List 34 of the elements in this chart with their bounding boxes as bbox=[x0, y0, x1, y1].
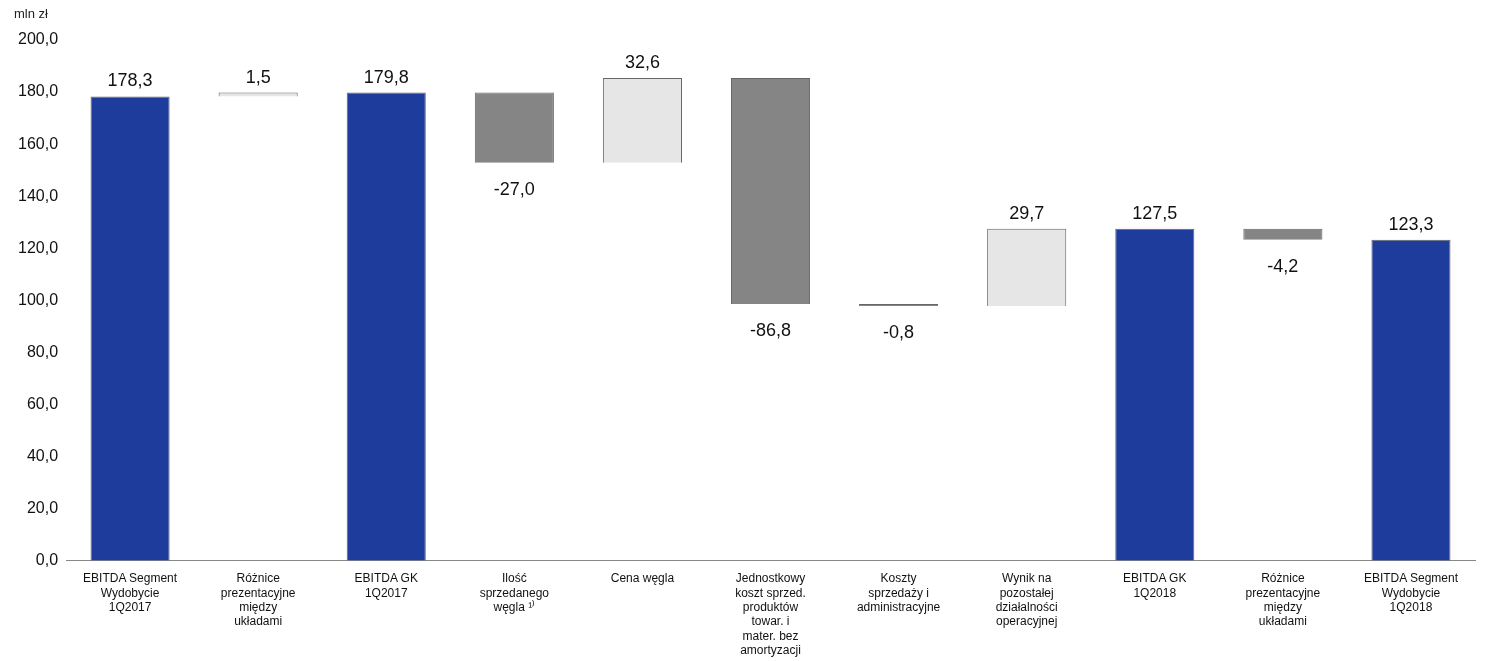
y-axis-title: mln zł bbox=[14, 6, 48, 21]
data-label: 29,7 bbox=[1009, 202, 1045, 223]
x-tick-label: Różnice prezentacyjne między układami bbox=[1245, 571, 1321, 629]
y-tick-label: 180,0 bbox=[17, 82, 59, 100]
y-tick-label: 80,0 bbox=[26, 342, 59, 360]
x-tick-label: Różnice prezentacyjne między układami bbox=[220, 571, 296, 629]
data-label: -0,8 bbox=[883, 322, 915, 342]
y-tick-label: 160,0 bbox=[17, 134, 59, 152]
data-label: -4,2 bbox=[1267, 255, 1299, 276]
y-tick-label: 120,0 bbox=[17, 238, 59, 256]
x-tick-label: EBITDA GK 1Q2018 bbox=[1123, 571, 1187, 600]
data-label: 127,5 bbox=[1132, 202, 1178, 223]
x-tick-label: Koszty sprzedaży i administracyjne bbox=[856, 571, 941, 614]
data-label: 123,3 bbox=[1388, 213, 1434, 234]
x-tick-label: Ilość sprzedanego węgla ¹⁾ bbox=[479, 571, 550, 614]
data-label: 1,5 bbox=[245, 66, 271, 87]
data-label: 32,6 bbox=[624, 51, 660, 72]
y-tick-label: 0,0 bbox=[35, 551, 59, 569]
data-label: 178,3 bbox=[107, 70, 153, 91]
data-label: -86,8 bbox=[750, 319, 792, 340]
x-tick-label: Cena węgla bbox=[610, 571, 675, 586]
y-tick-label: 20,0 bbox=[26, 498, 59, 516]
x-tick-label: EBITDA GK 1Q2017 bbox=[354, 571, 418, 600]
x-tick-label: Jednostkowy koszt sprzed. produktów towar. i mater. bez amortyzacji bbox=[735, 571, 806, 658]
data-label: -27,0 bbox=[493, 178, 535, 199]
x-tick-label: EBITDA Segment Wydobycie 1Q2017 bbox=[83, 571, 178, 614]
y-tick-label: 140,0 bbox=[17, 186, 59, 204]
x-tick-label: Wynik na pozostałej działalności operacyjnej bbox=[995, 571, 1058, 629]
y-tick-label: 100,0 bbox=[17, 290, 59, 308]
y-tick-label: 60,0 bbox=[26, 394, 59, 412]
y-tick-label: 40,0 bbox=[26, 446, 59, 464]
data-label: 179,8 bbox=[363, 66, 409, 87]
y-tick-label: 200,0 bbox=[17, 30, 59, 48]
x-tick-label: EBITDA Segment Wydobycie 1Q2018 bbox=[1363, 571, 1459, 614]
